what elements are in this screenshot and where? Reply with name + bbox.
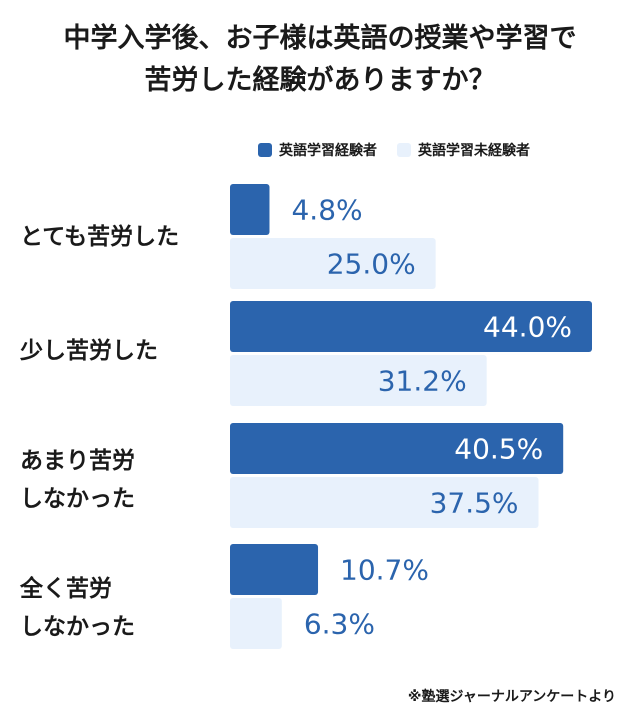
value-label-experienced-4: 10.7% [340,554,429,587]
value-label-inexperienced-1: 25.0% [327,248,416,281]
footnote: ※塾選ジャーナルアンケートより [407,689,616,705]
legend-swatch-series1 [258,143,272,157]
title-line-1: 中学入学後、お子様は英語の授業や学習で [63,23,577,54]
category-label-3-line-1: あまり苦労 [20,448,135,474]
value-label-experienced-2: 44.0% [483,311,572,344]
chart-title: 中学入学後、お子様は英語の授業や学習で 苦労した経験がありますか？ [0,18,640,102]
category-label-4: 全く苦労 しなかった [20,570,220,646]
category-label-3: あまり苦労 しなかった [20,442,220,518]
category-label-2: 少し苦労した [20,332,220,370]
legend-item-series1: 英語学習経験者 [258,140,377,160]
bar-experienced-2 [230,301,592,352]
value-label-experienced-1: 4.8% [291,194,362,227]
title-line-2: 苦労した経験がありますか？ [144,65,496,96]
legend: 英語学習経験者 英語学習未経験者 [258,140,550,160]
value-label-inexperienced-2: 31.2% [378,365,467,398]
legend-label-series1: 英語学習経験者 [279,143,377,159]
bar-experienced-4 [230,544,319,595]
legend-item-series2: 英語学習未経験者 [397,140,530,160]
category-label-3-line-2: しなかった [20,486,135,512]
bar-experienced-3 [230,423,564,474]
legend-swatch-series2 [397,143,411,157]
bar-inexperienced-1 [230,238,436,289]
category-label-1-line-1: とても苦労した [20,224,180,250]
bar-experienced-1 [230,184,270,235]
legend-label-series2: 英語学習未経験者 [418,143,530,159]
value-label-inexperienced-4: 6.3% [304,608,375,641]
value-label-experienced-3: 40.5% [454,433,543,466]
category-label-2-line-1: 少し苦労した [20,338,158,364]
value-label-inexperienced-3: 37.5% [430,487,519,520]
category-label-4-line-1: 全く苦労 [20,576,112,602]
category-label-1: とても苦労した [20,218,220,256]
category-label-4-line-2: しなかった [20,614,135,640]
bar-inexperienced-2 [230,355,487,406]
bar-inexperienced-4 [230,598,282,649]
bar-inexperienced-3 [230,477,539,528]
